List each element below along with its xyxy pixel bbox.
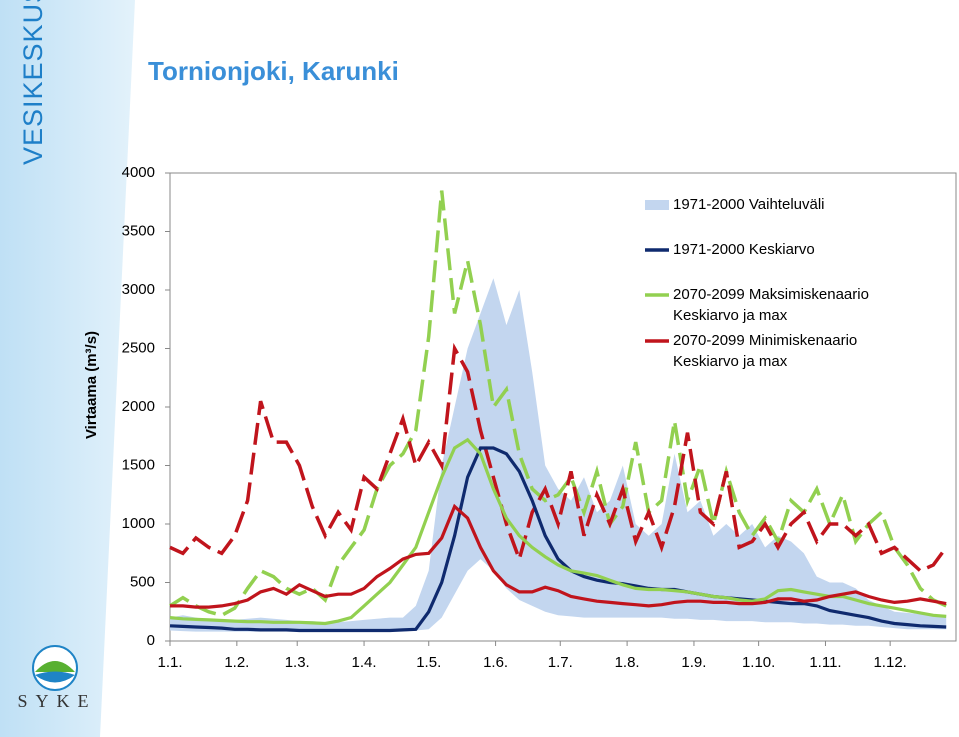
- x-tick-label: 1.6.: [483, 654, 508, 671]
- x-tick-label: 1.9.: [681, 654, 706, 671]
- x-tick-label: 1.8.: [615, 654, 640, 671]
- logo-icon: [32, 645, 78, 691]
- y-tick-label: 500: [130, 573, 155, 590]
- x-tick-label: 1.3.: [285, 654, 310, 671]
- max-line: [169, 342, 948, 573]
- legend-label: 2070-2099 Minimiskenaario: [673, 332, 857, 349]
- legend-swatch: [645, 200, 669, 210]
- plot: 0 500 1000 1500 2000 2500 3000 3500 4000 1.1. 1.2.…: [122, 164, 957, 671]
- y-tick-label: 0: [147, 632, 155, 649]
- legend-label: 1971-2000 Vaihteluväli: [673, 196, 825, 213]
- legend-label: 2070-2099 Maksimiskenaario: [673, 286, 869, 303]
- y-tick-label: 4000: [122, 164, 155, 181]
- x-tick-label: 1.11.: [809, 654, 841, 671]
- mean-line: [169, 437, 947, 626]
- y-tick-label: 2000: [122, 398, 155, 415]
- x-tick-label: 1.10.: [742, 654, 775, 671]
- x-tick-label: 1.1.: [157, 654, 182, 671]
- chart-title: Tornionjoki, Karunki: [148, 56, 399, 86]
- y-tick-label: 1500: [122, 456, 155, 473]
- x-tick-label: 1.7.: [548, 654, 573, 671]
- sidebar: [0, 0, 135, 737]
- y-tick-label: 1000: [122, 515, 155, 532]
- max-line: [169, 190, 947, 618]
- y-tick-label: 2500: [122, 339, 155, 356]
- brand: VESIKESKUS: [18, 0, 48, 165]
- y-tick-label: 3500: [122, 222, 155, 239]
- mean-line: [170, 503, 947, 609]
- x-tick-label: 1.2.: [224, 654, 249, 671]
- legend-sublabel: Keskiarvo ja max: [673, 353, 788, 370]
- legend-label: 1971-2000 Keskiarvo: [673, 241, 815, 258]
- x-tick-label: 1.12.: [873, 654, 906, 671]
- legend-sublabel: Keskiarvo ja max: [673, 307, 788, 324]
- y-tick-label: 3000: [122, 281, 155, 298]
- x-tick-label: 1.5.: [416, 654, 441, 671]
- y-axis-label: Virtaama (m³/s): [83, 331, 100, 439]
- mean-line: [169, 446, 947, 633]
- logo-text: SYKE: [17, 691, 96, 711]
- x-tick-label: 1.4.: [352, 654, 377, 671]
